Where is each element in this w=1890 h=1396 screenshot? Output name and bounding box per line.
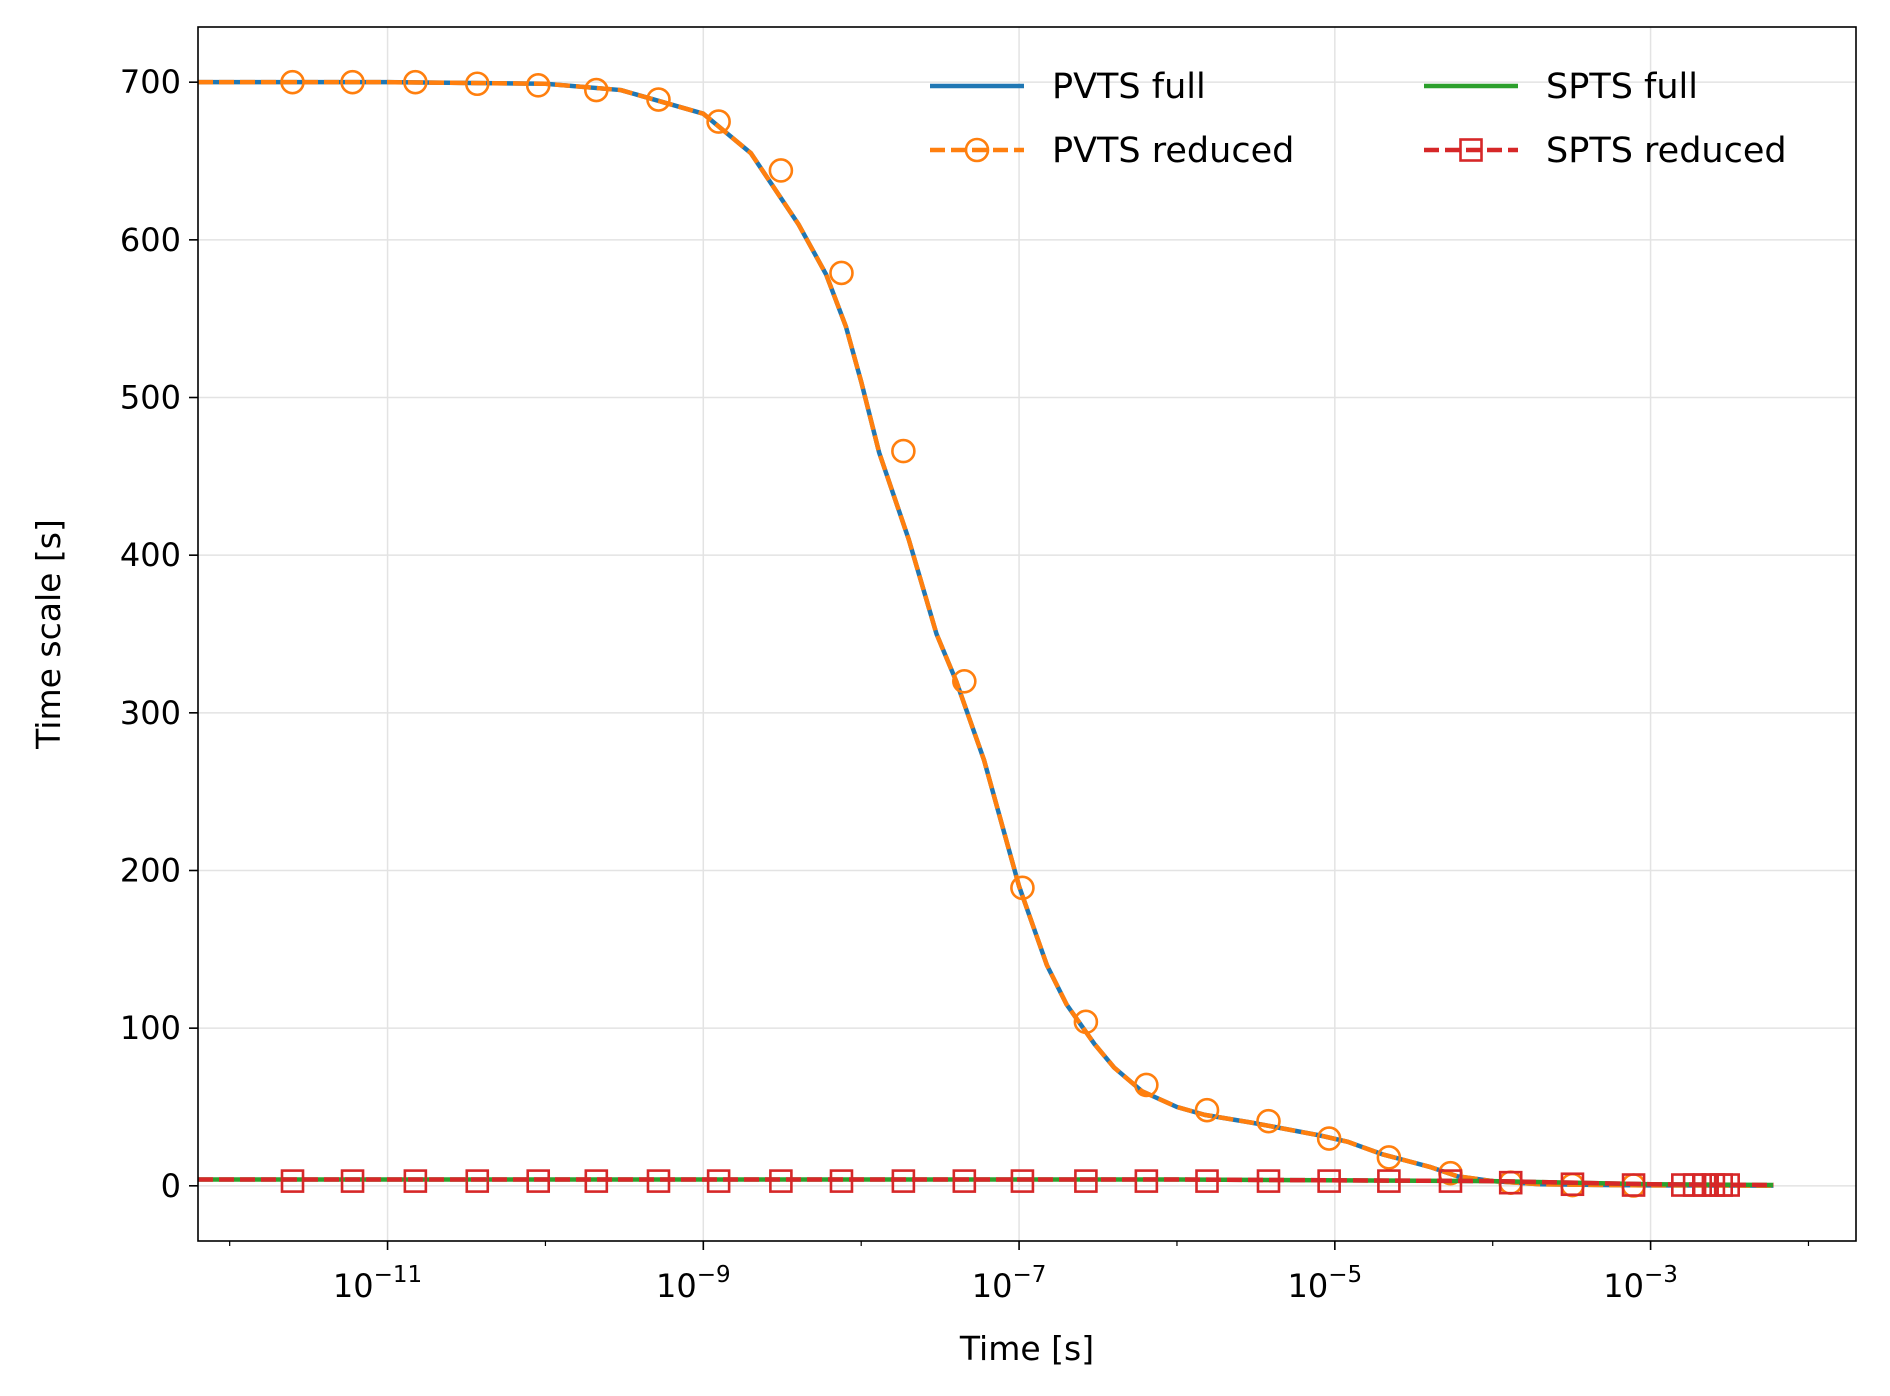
data-point — [1498, 1170, 1523, 1195]
data-point — [584, 1169, 609, 1193]
x-tick-base: 10 — [656, 1267, 697, 1305]
data-point — [1074, 1169, 1098, 1193]
data-point — [1316, 1126, 1342, 1151]
y-tick-label: 500 — [120, 379, 181, 417]
y-tick-label: 100 — [120, 1009, 181, 1047]
legend-label: PVTS reduced — [1052, 131, 1294, 171]
x-tick-base: 10 — [972, 1267, 1013, 1305]
data-point — [1438, 1169, 1463, 1193]
data-point — [1256, 1108, 1281, 1134]
data-point — [465, 1169, 490, 1193]
legend-label: PVTS full — [1052, 67, 1206, 107]
data-point — [1560, 1172, 1585, 1197]
data-point — [280, 1169, 305, 1193]
x-tick-base: 10 — [1288, 1267, 1329, 1305]
y-tick-label: 300 — [120, 694, 181, 732]
data-point — [340, 1169, 365, 1193]
x-tick-label: 10−5 — [1288, 1262, 1363, 1305]
data-point — [768, 158, 794, 183]
legend-marker-3 — [1459, 138, 1483, 162]
data-point — [1377, 1169, 1401, 1193]
legend-label: SPTS reduced — [1546, 131, 1787, 171]
data-point — [769, 1169, 793, 1193]
y-tick-label: 200 — [120, 851, 181, 889]
y-tick-label: 600 — [120, 221, 181, 259]
x-axis-label: Time [s] — [959, 1329, 1094, 1368]
series-line-1 — [198, 79, 1774, 1188]
data-point — [1010, 1169, 1035, 1193]
data-point — [1256, 1169, 1281, 1193]
data-point — [1010, 875, 1035, 901]
y-axis-label: Time scale [s] — [29, 519, 68, 750]
data-point — [1376, 1145, 1402, 1170]
data-point — [706, 1169, 731, 1193]
data-point — [403, 69, 428, 95]
data-point — [1621, 1173, 1646, 1197]
data-point — [1134, 1072, 1159, 1098]
data-point — [706, 109, 731, 134]
data-point — [1073, 1009, 1099, 1035]
data-point — [280, 69, 305, 95]
y-tick-label: 0 — [161, 1167, 181, 1205]
x-tick-exponent: −11 — [374, 1262, 423, 1288]
legend-label: SPTS full — [1546, 67, 1698, 107]
x-tick-label: 10−3 — [1603, 1262, 1678, 1305]
x-tick-exponent: −5 — [1328, 1262, 1362, 1288]
series-layer — [198, 69, 1774, 1198]
data-point — [584, 77, 609, 103]
x-tick-label: 10−9 — [656, 1262, 731, 1305]
data-point — [340, 69, 365, 95]
data-point — [646, 1169, 671, 1193]
x-tick-label: 10−7 — [972, 1262, 1047, 1305]
x-tick-label: 10−11 — [333, 1262, 422, 1305]
x-tick-exponent: −9 — [697, 1262, 731, 1288]
grid — [198, 27, 1856, 1241]
data-point — [525, 73, 551, 98]
data-point — [1134, 1169, 1159, 1193]
data-point — [1194, 1097, 1220, 1123]
data-point — [952, 668, 977, 694]
x-tick-exponent: −3 — [1644, 1262, 1678, 1288]
x-tick-base: 10 — [1603, 1267, 1644, 1305]
data-point — [403, 1169, 428, 1193]
x-tick-exponent: −7 — [1012, 1262, 1046, 1288]
data-point — [891, 1169, 916, 1193]
legend: PVTS full PVTS reduced SPTS full SPTS reduc… — [930, 67, 1787, 171]
data-point — [829, 260, 854, 286]
data-point — [891, 438, 916, 464]
y-tick-label: 400 — [120, 536, 181, 574]
data-point — [646, 87, 671, 112]
data-point — [1317, 1169, 1341, 1193]
x-tick-base: 10 — [333, 1267, 374, 1305]
data-point — [526, 1169, 551, 1193]
data-point — [829, 1169, 854, 1193]
data-point — [464, 71, 490, 97]
series-line-0 — [198, 79, 1774, 1188]
data-point — [1716, 1173, 1740, 1197]
data-point — [1195, 1169, 1219, 1193]
data-point — [952, 1169, 977, 1193]
legend-marker-1 — [964, 137, 990, 163]
y-tick-label: 700 — [120, 63, 181, 101]
plot-frame — [197, 26, 1857, 1242]
